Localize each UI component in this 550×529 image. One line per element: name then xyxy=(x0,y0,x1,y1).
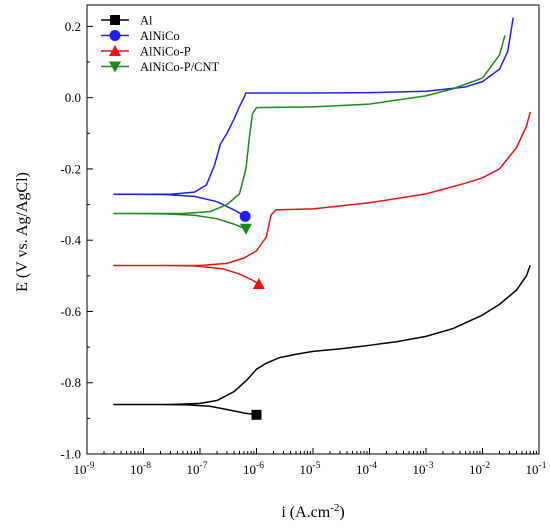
series-line-al xyxy=(113,264,531,416)
legend-label: AlNiCo xyxy=(140,29,180,43)
x-tick-label: 10-7 xyxy=(187,461,208,477)
y-tick-label: -0.8 xyxy=(60,375,81,390)
series-layer xyxy=(113,17,531,420)
y-axis-title: E (V vs. Ag/AgCl) xyxy=(14,172,31,292)
y-tick-label: -1.0 xyxy=(60,447,81,462)
y-tick-label: -0.2 xyxy=(60,161,81,176)
legend-marker-alnico-p-cnt xyxy=(109,61,121,73)
series-marker-alnico-p-cnt xyxy=(239,223,252,235)
x-tick-label: 10-8 xyxy=(130,461,151,477)
x-tick-label: 10-6 xyxy=(243,461,264,477)
series-marker-alnico-p xyxy=(252,278,265,290)
x-tick-label: 10-5 xyxy=(300,461,321,477)
legend-marker-al xyxy=(110,15,120,25)
y-tick-label: 0.0 xyxy=(65,90,81,105)
x-tick-label: 10-1 xyxy=(526,461,547,477)
series-marker-alnico xyxy=(239,210,251,222)
x-tick-label: 10-2 xyxy=(469,461,490,477)
legend-marker-alnico xyxy=(109,30,121,41)
series-line-alnico xyxy=(113,17,514,217)
y-tick-label: -0.6 xyxy=(60,304,81,319)
x-axis-title: i (A.cm-2) xyxy=(281,502,344,521)
legend-label: Al xyxy=(140,14,153,28)
x-tick-label: 10-3 xyxy=(413,461,434,477)
legend-label: AlNiCo-P xyxy=(140,45,191,59)
series-marker-al xyxy=(251,409,262,420)
series-line-alnico-p-cnt xyxy=(113,35,506,230)
x-tick-label: 10-4 xyxy=(356,461,377,477)
ticks-layer: -1.0 -0.8 -0.6 -0.4 -0.2 0.0 0.2 10-9 10-8 10-7 10… xyxy=(60,19,546,477)
y-tick-label: -0.4 xyxy=(60,233,81,248)
series-line-alnico-p xyxy=(113,111,531,285)
legend-label: AlNiCo-P/CNT xyxy=(140,60,220,74)
x-tick-label: 10-9 xyxy=(74,461,95,477)
legend-marker-alnico-p xyxy=(109,45,121,56)
y-tick-label: 0.2 xyxy=(65,19,81,34)
